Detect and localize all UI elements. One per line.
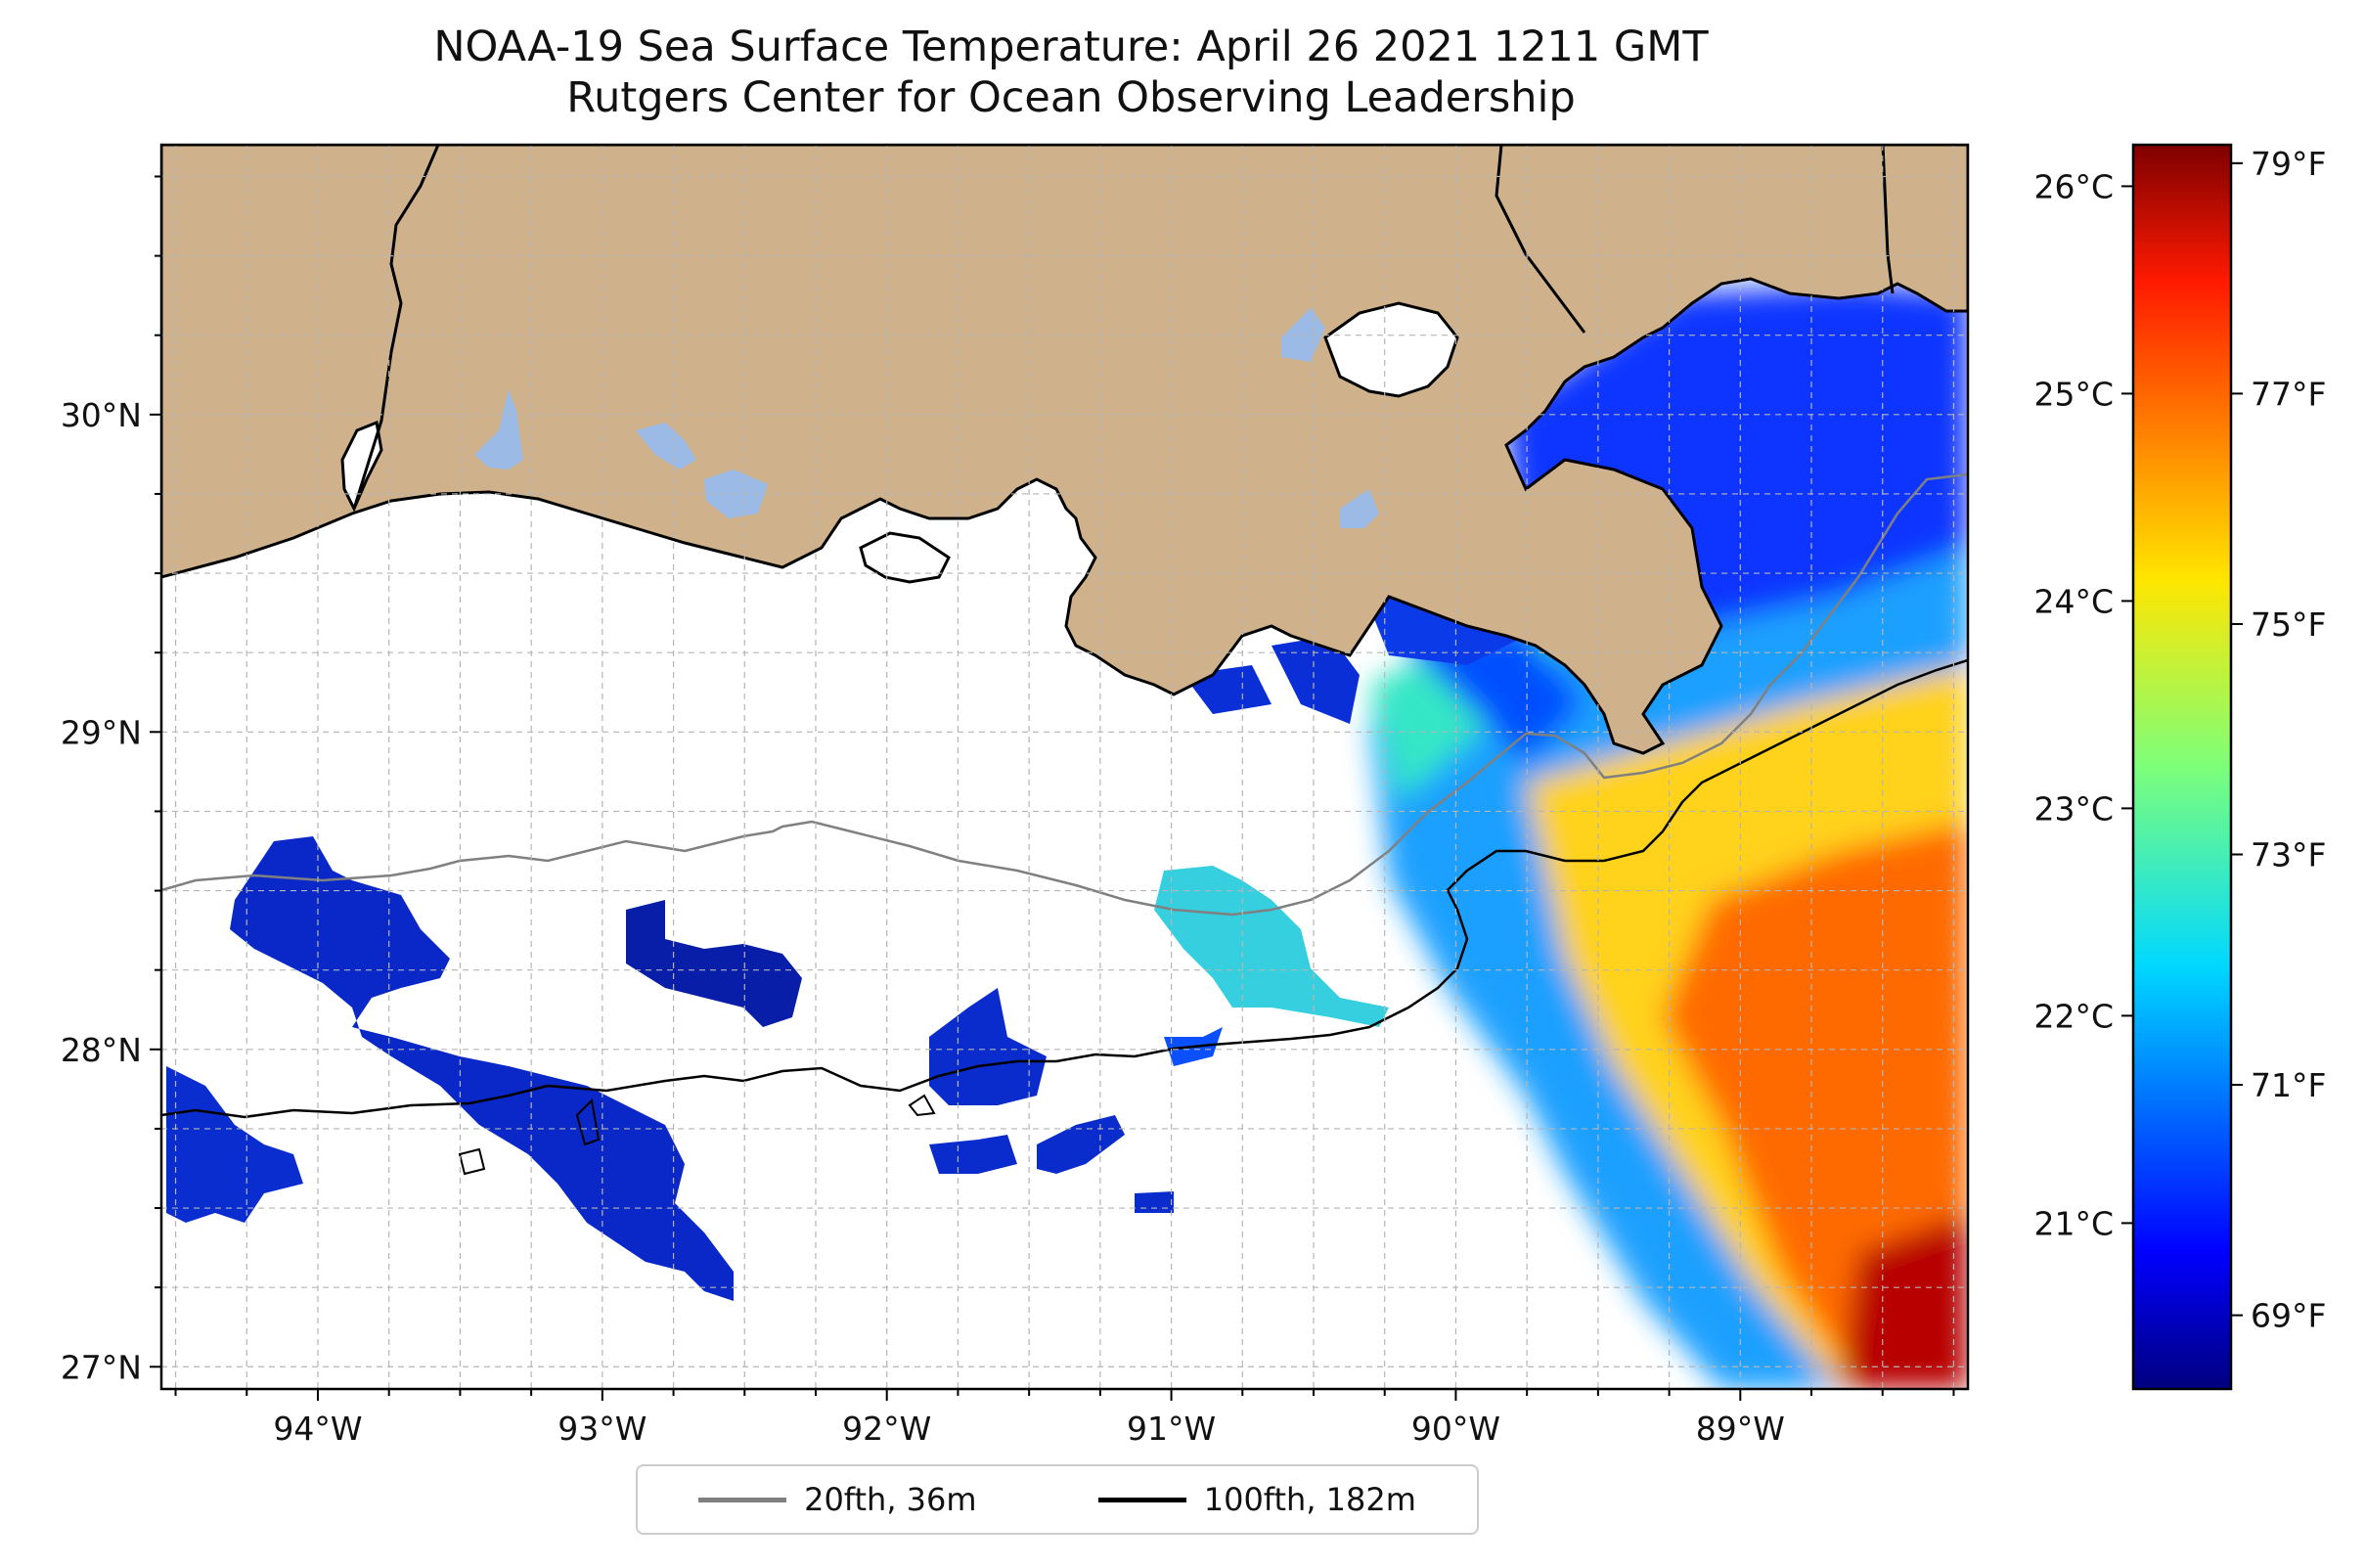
x-tick-label: 94°W	[273, 1410, 362, 1448]
fahrenheit-tick-label: 77°F	[2251, 375, 2326, 413]
map-title: NOAA-19 Sea Surface Temperature: April 2…	[147, 22, 1995, 123]
x-tick-label: 93°W	[558, 1410, 647, 1448]
celsius-tick-label: 23°C	[2033, 789, 2114, 828]
fahrenheit-tick-label: 79°F	[2251, 145, 2326, 183]
plot-area	[161, 145, 1968, 1389]
bank-contour-1	[458, 1147, 486, 1176]
y-tick-label: 27°N	[61, 1348, 142, 1386]
y-tick-label: 28°N	[61, 1031, 142, 1069]
state-border-3	[1881, 145, 1895, 294]
state-border-2	[1495, 145, 1586, 334]
inland-lake-1	[474, 389, 523, 470]
celsius-tick-label: 26°C	[2033, 167, 2114, 205]
state-border-1	[352, 145, 440, 510]
legend-item-100fth: 100fth, 182m	[1097, 1481, 1416, 1518]
legend-line-20fth	[698, 1497, 787, 1502]
legend-label-20fth: 20fth, 36m	[804, 1481, 977, 1518]
land	[161, 145, 1968, 755]
celsius-tick-label: 25°C	[2033, 375, 2114, 413]
celsius-tick-label: 24°C	[2033, 582, 2114, 620]
legend-label-100fth: 100fth, 182m	[1203, 1481, 1416, 1518]
x-tick-label: 90°W	[1411, 1410, 1500, 1448]
inland-lake-2	[636, 423, 696, 470]
isobath-20fth	[161, 472, 1968, 917]
lake-pontchartrain	[1323, 301, 1459, 398]
fahrenheit-tick-label: 69°F	[2251, 1297, 2326, 1335]
x-tick-label: 89°W	[1696, 1410, 1785, 1448]
legend-line-100fth	[1097, 1497, 1186, 1502]
bank-contour-2	[575, 1098, 601, 1146]
x-tick-label: 91°W	[1127, 1410, 1216, 1448]
fahrenheit-tick-label: 71°F	[2251, 1066, 2326, 1104]
isobath-100fth	[161, 658, 1968, 1119]
celsius-tick-label: 21°C	[2033, 1204, 2114, 1242]
plot-frame	[159, 143, 1970, 1391]
title-line-1: NOAA-19 Sea Surface Temperature: April 2…	[433, 22, 1709, 71]
colorbar	[2131, 143, 2233, 1391]
legend: 20fth, 36m 100fth, 182m	[636, 1464, 1479, 1535]
axis-ticks: 94°W 93°W 92°W 91°W 90°W 89°W 27°N 28°N 29°N 30°N	[61, 175, 1955, 1448]
lake-calcasieu	[340, 420, 383, 513]
y-tick-label: 29°N	[61, 713, 142, 751]
bank-contour-3	[908, 1094, 936, 1117]
colorbar-ticks: 21°C 22°C 23°C 24°C 25°C 26°C 69°F 71°F 73°F 75°F…	[2033, 145, 2326, 1335]
lake-vermilion-bay	[859, 531, 951, 584]
x-tick-label: 92°W	[842, 1410, 931, 1448]
fahrenheit-tick-label: 73°F	[2251, 836, 2326, 874]
inland-lake-5	[1340, 489, 1379, 528]
gridlines	[161, 145, 1968, 1389]
title-line-2: Rutgers Center for Ocean Observing Leade…	[566, 73, 1576, 122]
y-tick-label: 30°N	[61, 396, 142, 434]
fahrenheit-tick-label: 75°F	[2251, 605, 2326, 644]
legend-item-20fth: 20fth, 36m	[698, 1481, 977, 1518]
celsius-tick-label: 22°C	[2033, 997, 2114, 1035]
